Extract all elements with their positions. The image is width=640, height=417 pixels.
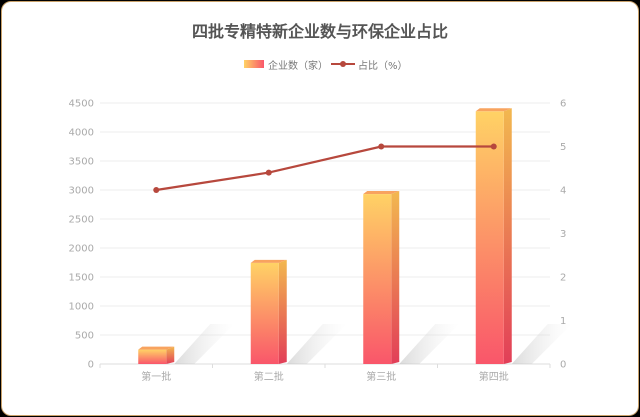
bar-top [250, 259, 287, 263]
bar [475, 111, 504, 364]
bar [250, 262, 279, 364]
bar-side [166, 346, 175, 364]
line-point [378, 143, 385, 150]
y-left-tick-label: 4500 [69, 99, 94, 110]
line-point [153, 187, 160, 193]
chart-title: 四批专精特新企业数与环保企业占比 [191, 22, 448, 41]
y-right-tick-label: 4 [560, 186, 566, 197]
x-tick-label: 第二批 [254, 370, 284, 383]
y-left-tick-label: 4000 [69, 128, 94, 139]
legend-bar-swatch [244, 60, 264, 68]
y-right-tick-label: 6 [560, 99, 566, 110]
bar-shadow [174, 324, 235, 364]
line-point [490, 143, 497, 150]
bar-top [475, 108, 512, 112]
bar-side [503, 108, 512, 364]
bar-shadow [511, 324, 572, 364]
bar-shadow [399, 324, 460, 364]
y-left-tick-label: 2500 [69, 215, 94, 226]
y-right-tick-label: 0 [560, 360, 566, 371]
legend-item-bars[interactable]: 企业数（家） [244, 56, 334, 72]
line-point [265, 169, 272, 176]
line-series [156, 145, 494, 192]
x-tick-label: 第一批 [141, 370, 171, 383]
bar-side [391, 191, 400, 364]
bar [138, 349, 167, 364]
bar-top [363, 191, 400, 195]
legend-label-line: 占比（%） [358, 61, 408, 72]
y-right-tick-label: 2 [560, 273, 566, 284]
bar-side [278, 259, 287, 364]
bar-top [138, 346, 175, 350]
y-left-tick-label: 1500 [69, 273, 94, 284]
y-left-tick-label: 1000 [69, 302, 94, 313]
bar-shadow [286, 324, 347, 364]
legend-line-swatch [331, 61, 355, 67]
bar [363, 194, 392, 364]
x-tick-label: 第三批 [366, 370, 396, 383]
x-tick-label: 第四批 [479, 370, 509, 383]
y-left-tick-label: 3500 [69, 157, 94, 168]
y-right-tick-label: 3 [560, 229, 566, 240]
legend-item-line[interactable]: 占比（%） [330, 56, 410, 72]
y-right-tick-label: 1 [560, 316, 566, 327]
legend-label-bars: 企业数（家） [268, 61, 328, 72]
y-left-tick-label: 3000 [69, 186, 94, 197]
y-left-tick-label: 500 [75, 331, 94, 342]
y-left-tick-label: 0 [88, 360, 94, 371]
y-left-tick-label: 2000 [69, 244, 94, 255]
chart-legend: 企业数（家） 占比（%） [2, 56, 638, 72]
y-right-tick-label: 5 [560, 142, 566, 153]
